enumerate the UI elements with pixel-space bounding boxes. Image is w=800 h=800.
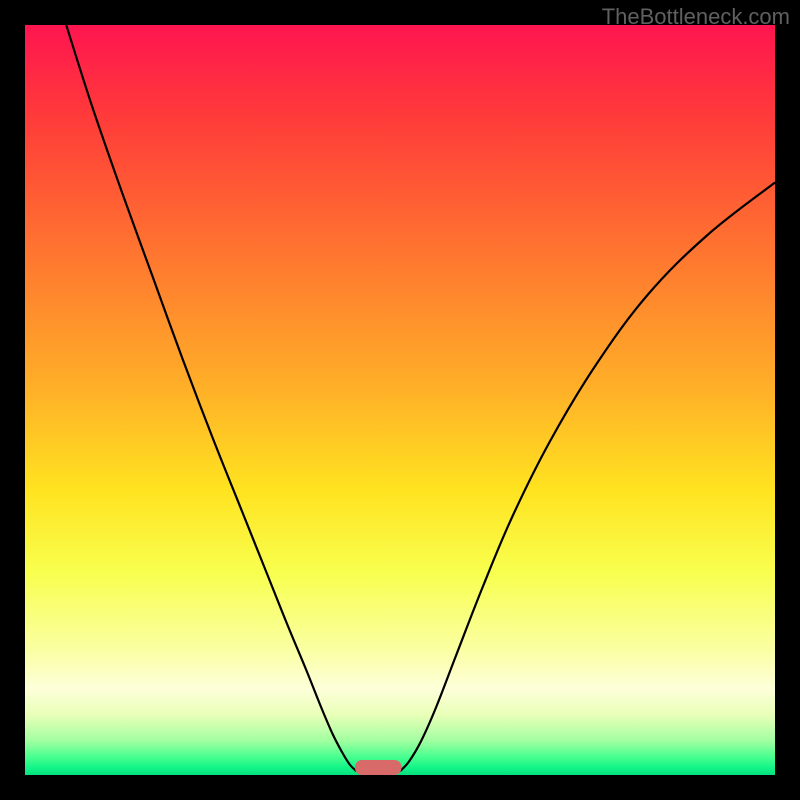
bottleneck-chart-container: { "watermark": "TheBottleneck.com", "cha… <box>0 0 800 800</box>
optimal-marker <box>355 760 402 775</box>
chart-gradient-background <box>25 25 775 775</box>
watermark-text: TheBottleneck.com <box>602 4 790 30</box>
bottleneck-curve-chart <box>0 0 800 800</box>
